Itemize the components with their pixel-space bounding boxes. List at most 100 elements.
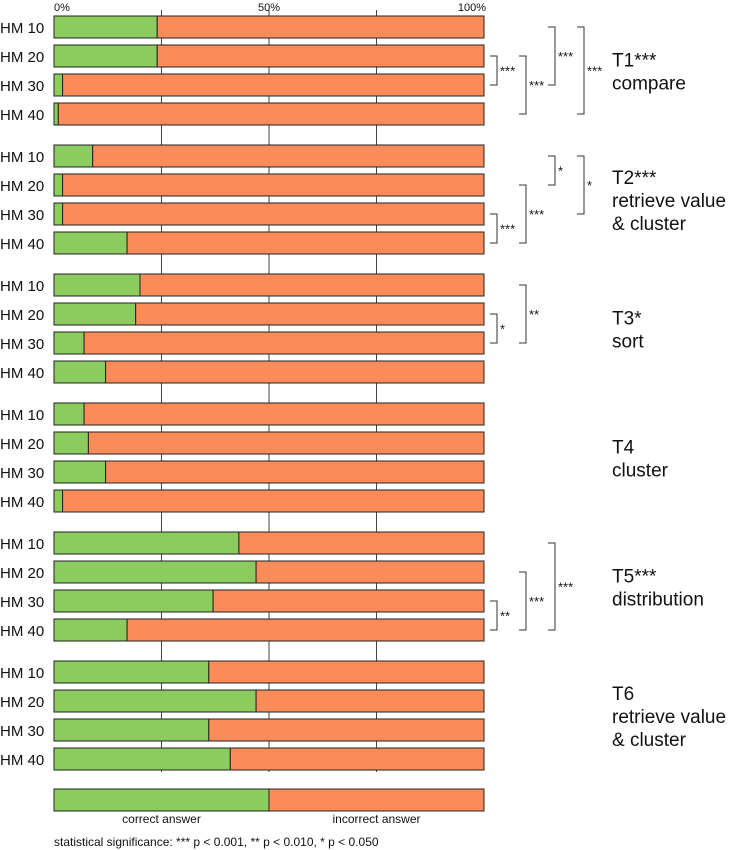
significance-bracket: [548, 155, 556, 186]
row-label: HM 10: [0, 536, 44, 553]
bar-incorrect: [255, 560, 485, 584]
row-label: HM 20: [0, 436, 44, 453]
legend-swatch-correct: [53, 788, 270, 812]
significance-label: ***: [529, 594, 544, 609]
row-label: HM 10: [0, 665, 44, 682]
bar-incorrect: [62, 173, 485, 197]
x-tick-label: 0%: [54, 2, 70, 14]
bar-incorrect: [156, 15, 485, 39]
row-label: HM 40: [0, 365, 44, 382]
bar-correct: [53, 231, 128, 255]
significance-bracket: [519, 284, 527, 344]
bar-correct: [53, 360, 107, 384]
bar-incorrect: [212, 589, 485, 613]
bar-correct: [53, 589, 214, 613]
row-label: HM 10: [0, 20, 44, 37]
significance-label: **: [500, 609, 510, 624]
legend-label-incorrect: incorrect answer: [332, 812, 420, 826]
bar-incorrect: [156, 44, 485, 68]
bar-correct: [53, 73, 64, 97]
bar-correct: [53, 331, 85, 355]
significance-label: ***: [558, 580, 573, 595]
bar-correct: [53, 273, 141, 297]
bar-correct: [53, 618, 128, 642]
bar-incorrect: [83, 331, 485, 355]
task-description: cluster: [612, 461, 669, 482]
significance-bracket: [490, 600, 498, 631]
bar-incorrect: [126, 231, 485, 255]
significance-bracket: [490, 55, 498, 86]
row-label: HM 20: [0, 49, 44, 66]
row-label: HM 20: [0, 307, 44, 324]
task-title: T2***: [612, 168, 657, 189]
significance-label: ***: [587, 64, 602, 79]
bar-correct: [53, 431, 89, 455]
bar-correct: [53, 489, 64, 513]
row-label: HM 30: [0, 723, 44, 740]
significance-bracket: [548, 542, 556, 631]
bar-correct: [53, 460, 107, 484]
significance-label: ***: [500, 64, 515, 79]
significance-bracket: [490, 213, 498, 244]
row-label: HM 10: [0, 278, 44, 295]
row-label: HM 30: [0, 336, 44, 353]
significance-bracket: [519, 184, 527, 244]
task-title: T6: [612, 684, 634, 705]
row-label: HM 30: [0, 207, 44, 224]
task-description: & cluster: [612, 214, 687, 235]
row-label: HM 40: [0, 623, 44, 640]
bar-incorrect: [255, 689, 485, 713]
significance-label: *: [587, 178, 592, 193]
row-label: HM 30: [0, 78, 44, 95]
bar-correct: [53, 560, 257, 584]
bar-incorrect: [87, 431, 485, 455]
bar-correct: [53, 15, 158, 39]
significance-label: ***: [558, 49, 573, 64]
bar-incorrect: [62, 202, 485, 226]
bar-correct: [53, 102, 59, 126]
task-title: T1***: [612, 51, 657, 72]
bar-incorrect: [229, 747, 485, 771]
row-label: HM 20: [0, 565, 44, 582]
significance-bracket: [548, 26, 556, 86]
row-label: HM 40: [0, 494, 44, 511]
bar-incorrect: [135, 302, 485, 326]
bar-correct: [53, 173, 64, 197]
significance-bracket: [490, 313, 498, 344]
significance-bracket: [519, 55, 527, 115]
row-label: HM 10: [0, 407, 44, 424]
task-description: retrieve value: [612, 707, 726, 728]
bar-incorrect: [105, 360, 485, 384]
bar-correct: [53, 202, 64, 226]
row-label: HM 40: [0, 752, 44, 769]
bar-incorrect: [139, 273, 485, 297]
row-label: HM 40: [0, 107, 44, 124]
legend-swatch-incorrect: [268, 788, 485, 812]
significance-label: **: [529, 307, 539, 322]
significance-bracket: [519, 571, 527, 631]
bar-incorrect: [208, 660, 485, 684]
bar-correct: [53, 402, 85, 426]
bar-incorrect: [83, 402, 485, 426]
row-label: HM 30: [0, 465, 44, 482]
bar-correct: [53, 660, 210, 684]
significance-label: *: [558, 164, 563, 179]
bar-incorrect: [238, 531, 485, 555]
x-tick-label: 50%: [258, 2, 280, 14]
bar-correct: [53, 718, 210, 742]
bar-correct: [53, 747, 231, 771]
bar-correct: [53, 302, 137, 326]
significance-label: *: [500, 322, 505, 337]
significance-footnote: statistical significance: *** p < 0.001,…: [54, 835, 379, 849]
row-label: HM 40: [0, 236, 44, 253]
bar-incorrect: [62, 489, 485, 513]
task-title: T4: [612, 438, 635, 459]
task-description: distribution: [612, 590, 704, 611]
legend-label-correct: correct answer: [122, 812, 201, 826]
task-description: sort: [612, 332, 644, 353]
significance-label: ***: [529, 207, 544, 222]
row-label: HM 30: [0, 594, 44, 611]
significance-label: ***: [500, 222, 515, 237]
bar-incorrect: [62, 73, 485, 97]
